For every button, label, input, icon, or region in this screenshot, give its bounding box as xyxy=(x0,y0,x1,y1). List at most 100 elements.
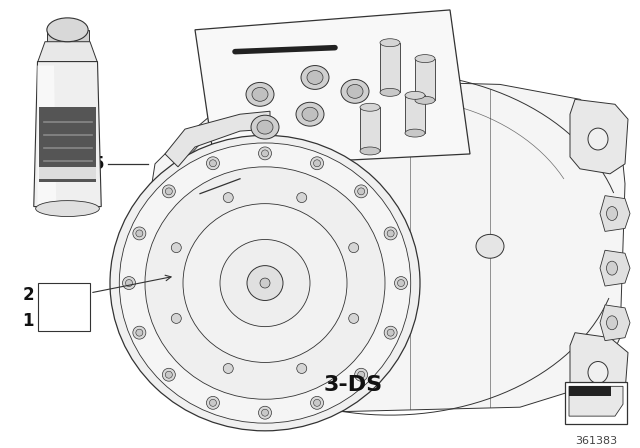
Ellipse shape xyxy=(207,396,220,409)
Bar xyxy=(569,386,611,396)
Ellipse shape xyxy=(257,120,273,134)
Ellipse shape xyxy=(314,160,321,167)
Polygon shape xyxy=(38,65,56,205)
Polygon shape xyxy=(569,386,623,416)
Ellipse shape xyxy=(355,368,367,381)
Ellipse shape xyxy=(47,18,88,42)
Ellipse shape xyxy=(223,363,233,374)
Ellipse shape xyxy=(349,314,358,323)
Polygon shape xyxy=(195,10,470,167)
Ellipse shape xyxy=(314,399,321,406)
Polygon shape xyxy=(570,333,628,405)
Ellipse shape xyxy=(223,193,233,202)
Bar xyxy=(360,107,380,151)
Bar xyxy=(565,382,627,424)
Ellipse shape xyxy=(133,326,146,339)
Ellipse shape xyxy=(607,316,618,330)
Ellipse shape xyxy=(252,87,268,101)
Ellipse shape xyxy=(209,399,216,406)
Ellipse shape xyxy=(110,135,420,431)
Ellipse shape xyxy=(36,201,99,216)
Polygon shape xyxy=(34,61,101,207)
Ellipse shape xyxy=(301,65,329,90)
Ellipse shape xyxy=(119,143,411,423)
Ellipse shape xyxy=(262,150,269,157)
Polygon shape xyxy=(148,79,625,412)
Ellipse shape xyxy=(384,326,397,339)
Ellipse shape xyxy=(297,363,307,374)
Ellipse shape xyxy=(172,243,181,253)
Ellipse shape xyxy=(394,276,408,289)
Text: 4: 4 xyxy=(184,185,196,202)
Ellipse shape xyxy=(163,185,175,198)
Ellipse shape xyxy=(125,280,132,287)
Bar xyxy=(405,95,425,133)
Polygon shape xyxy=(600,196,630,232)
Ellipse shape xyxy=(358,188,365,195)
Bar xyxy=(39,107,96,182)
Ellipse shape xyxy=(259,406,271,419)
Ellipse shape xyxy=(405,129,425,137)
Polygon shape xyxy=(570,99,628,174)
Text: 1: 1 xyxy=(22,312,34,330)
Ellipse shape xyxy=(347,84,363,98)
Ellipse shape xyxy=(302,107,318,121)
Ellipse shape xyxy=(220,240,310,327)
Ellipse shape xyxy=(145,167,385,399)
Ellipse shape xyxy=(136,230,143,237)
Ellipse shape xyxy=(297,193,307,202)
Text: 3-DS: 3-DS xyxy=(323,375,382,395)
Ellipse shape xyxy=(384,227,397,240)
Ellipse shape xyxy=(122,276,136,289)
Ellipse shape xyxy=(209,160,216,167)
Ellipse shape xyxy=(476,234,504,258)
Ellipse shape xyxy=(251,115,279,139)
Ellipse shape xyxy=(380,39,400,47)
Bar xyxy=(38,283,90,331)
Ellipse shape xyxy=(355,185,367,198)
Ellipse shape xyxy=(360,103,380,111)
Ellipse shape xyxy=(387,230,394,237)
Ellipse shape xyxy=(307,70,323,84)
Polygon shape xyxy=(38,42,97,63)
Ellipse shape xyxy=(380,88,400,96)
Ellipse shape xyxy=(133,227,146,240)
Polygon shape xyxy=(600,305,630,340)
Bar xyxy=(39,167,96,179)
Ellipse shape xyxy=(341,79,369,103)
Polygon shape xyxy=(165,111,270,167)
Ellipse shape xyxy=(588,362,608,383)
Ellipse shape xyxy=(415,96,435,104)
Ellipse shape xyxy=(607,261,618,275)
Ellipse shape xyxy=(172,314,181,323)
Ellipse shape xyxy=(349,243,358,253)
Ellipse shape xyxy=(262,409,269,416)
Ellipse shape xyxy=(360,147,380,155)
Ellipse shape xyxy=(397,280,404,287)
Ellipse shape xyxy=(296,102,324,126)
Ellipse shape xyxy=(246,82,274,106)
Polygon shape xyxy=(600,250,630,286)
Ellipse shape xyxy=(247,266,283,301)
Ellipse shape xyxy=(260,278,270,288)
Text: 2: 2 xyxy=(22,286,34,304)
Ellipse shape xyxy=(358,371,365,378)
Ellipse shape xyxy=(136,329,143,336)
Ellipse shape xyxy=(165,188,172,195)
Bar xyxy=(415,59,435,100)
Ellipse shape xyxy=(588,128,608,150)
Ellipse shape xyxy=(310,157,324,170)
Ellipse shape xyxy=(387,329,394,336)
Ellipse shape xyxy=(405,91,425,99)
Ellipse shape xyxy=(163,368,175,381)
Text: 361383: 361383 xyxy=(575,436,617,446)
Ellipse shape xyxy=(183,204,347,362)
Ellipse shape xyxy=(415,55,435,63)
Text: 5: 5 xyxy=(93,155,104,173)
Ellipse shape xyxy=(259,147,271,160)
Ellipse shape xyxy=(607,207,618,220)
Ellipse shape xyxy=(165,371,172,378)
Bar xyxy=(380,43,400,92)
Ellipse shape xyxy=(310,396,324,409)
Ellipse shape xyxy=(207,157,220,170)
